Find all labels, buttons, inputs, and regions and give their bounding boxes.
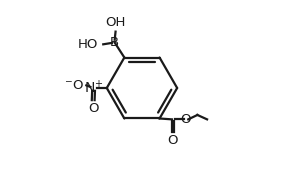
Text: HO: HO bbox=[77, 38, 98, 51]
Text: N$^{+}$: N$^{+}$ bbox=[84, 79, 103, 97]
Text: B: B bbox=[110, 36, 119, 49]
Text: O: O bbox=[167, 134, 178, 147]
Text: O: O bbox=[181, 113, 191, 126]
Text: $^{-}$O: $^{-}$O bbox=[63, 79, 83, 92]
Text: OH: OH bbox=[105, 16, 126, 29]
Text: O: O bbox=[88, 102, 98, 115]
